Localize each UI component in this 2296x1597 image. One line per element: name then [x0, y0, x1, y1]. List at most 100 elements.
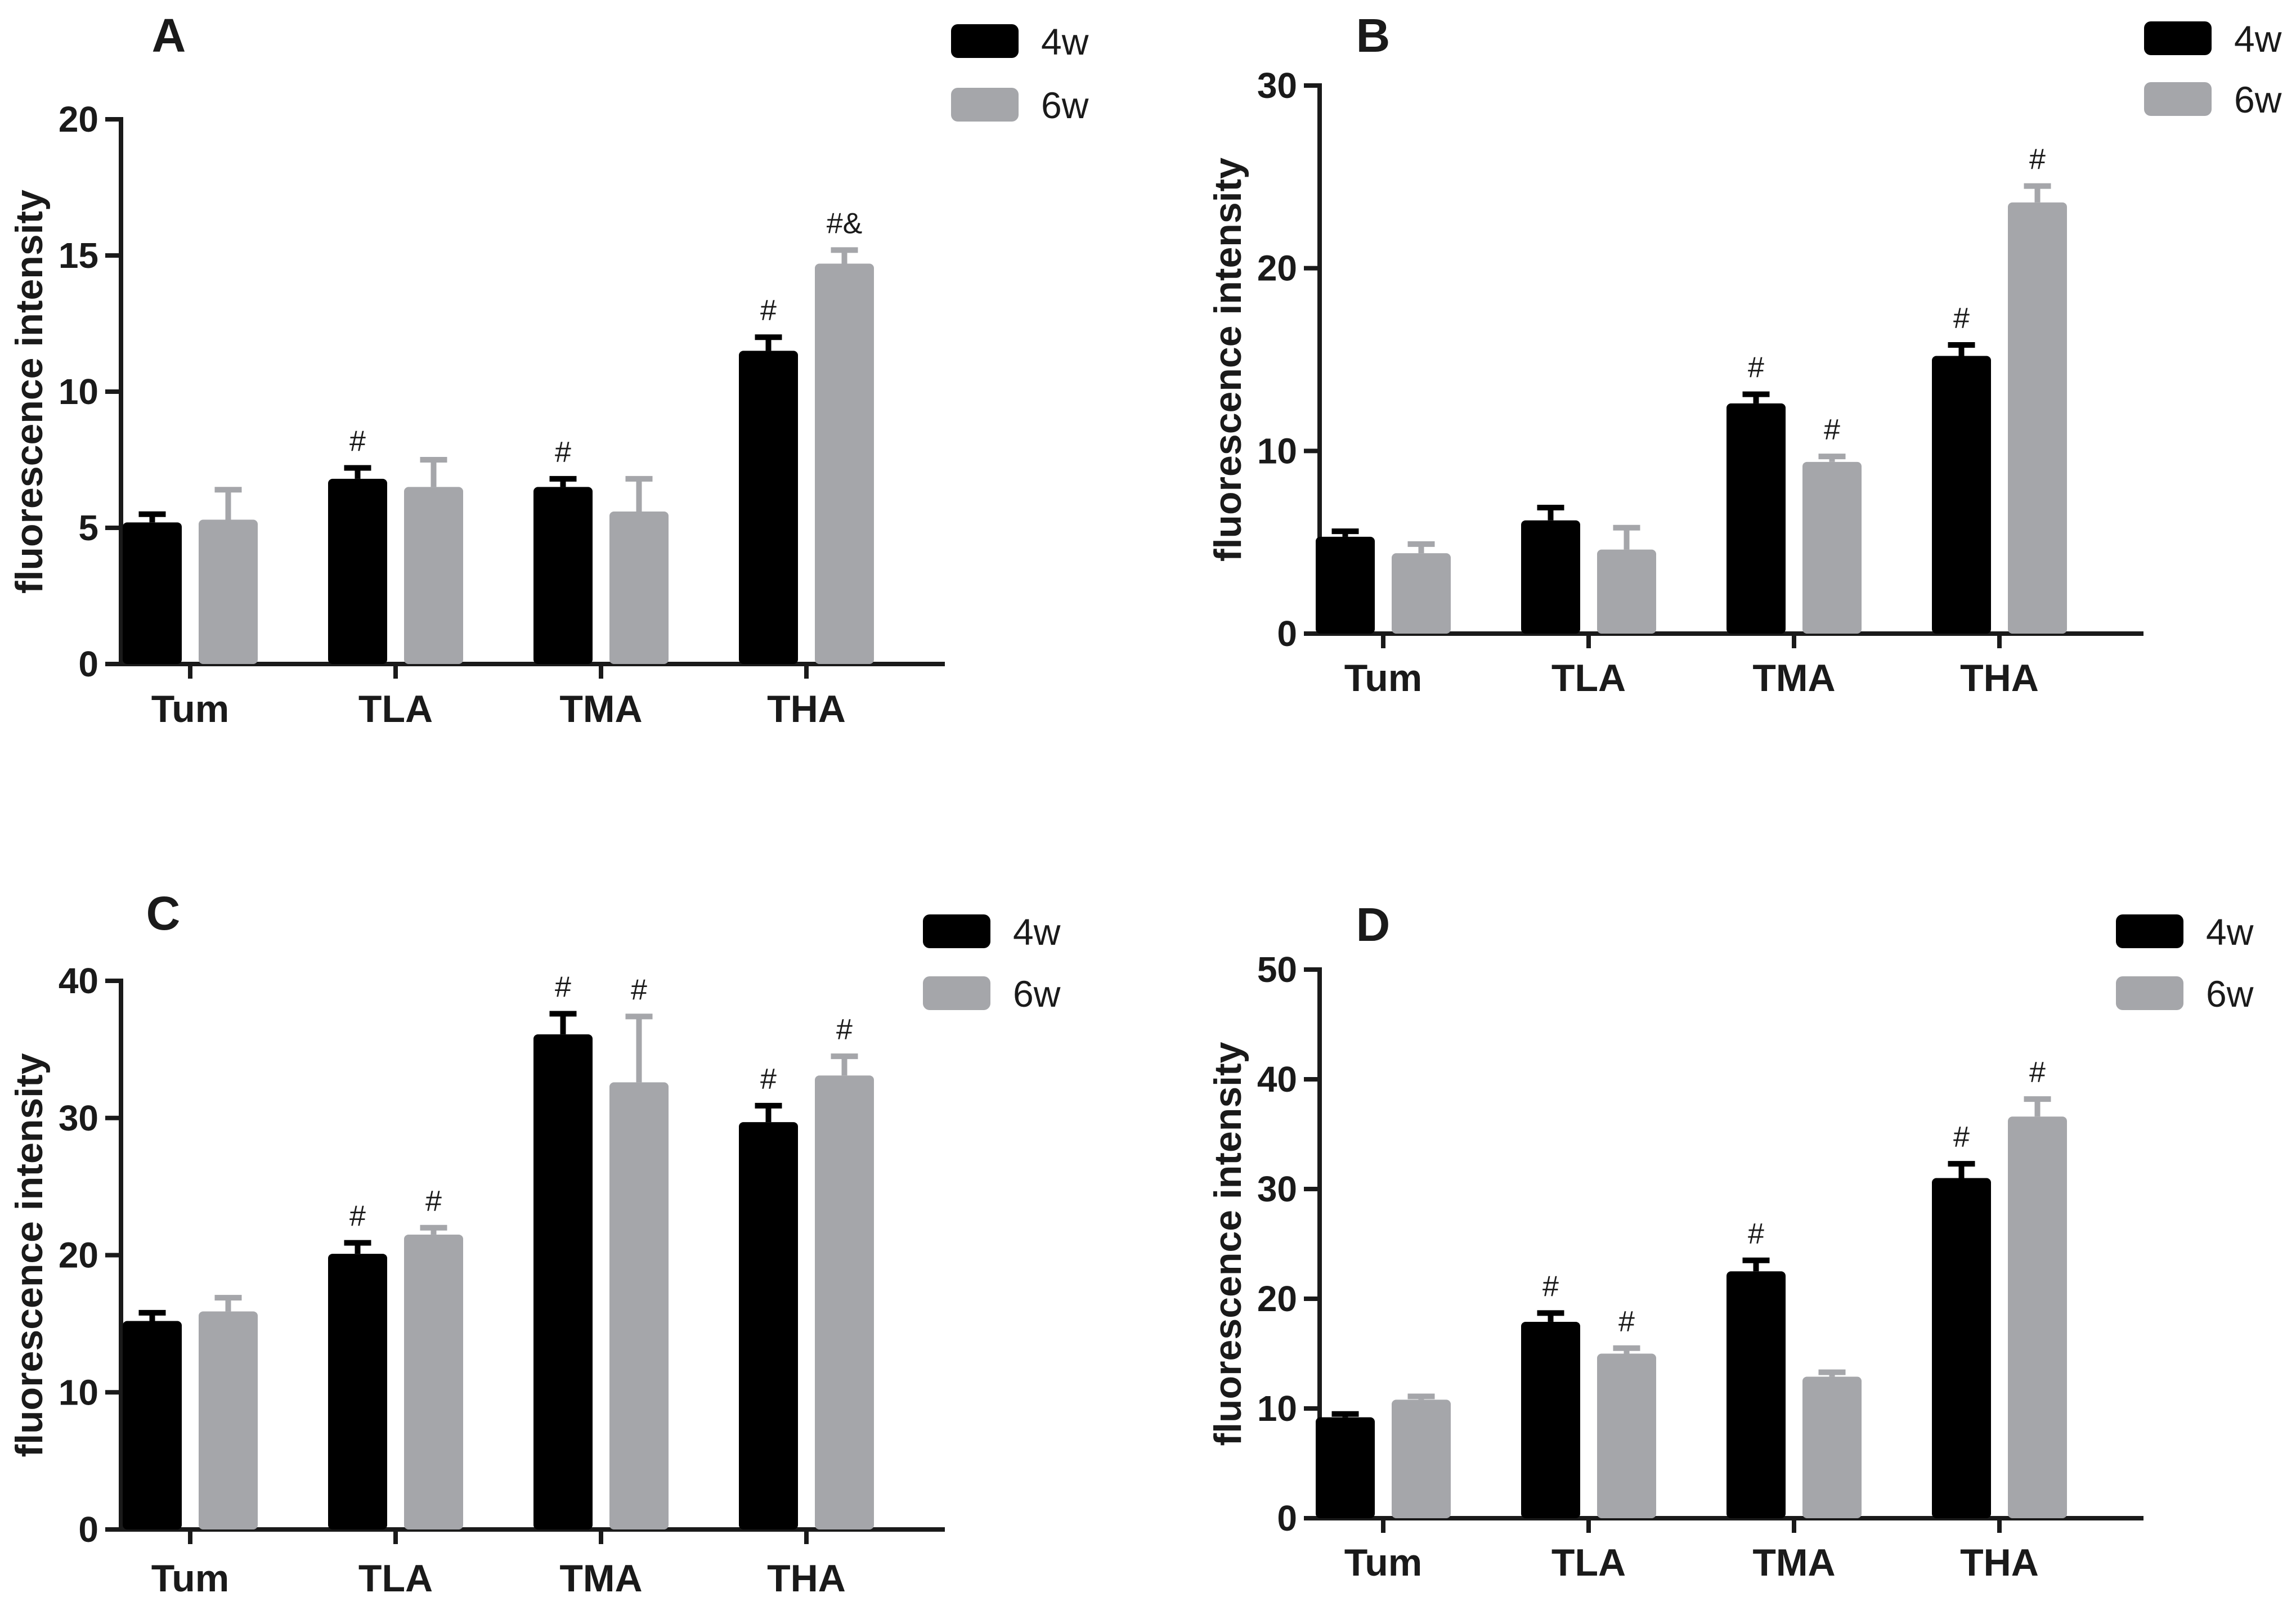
x-tick-label-d: THA: [1960, 1541, 2039, 1584]
significance-mark-a-tla-4w: #: [349, 425, 366, 458]
legend-swatch-d-6w: [2116, 976, 2183, 1010]
bar-a-tha-6w: [815, 263, 874, 664]
y-tick-label-a: 10: [59, 371, 98, 412]
bar-a-tla-6w: [404, 487, 463, 664]
bar-d-tum-4w: [1316, 1417, 1375, 1518]
x-tick-label-a: TLA: [358, 688, 433, 730]
bar-b-tha-6w: [2008, 202, 2067, 634]
panel-letter-b: B: [1356, 9, 1391, 62]
legend-swatch-b-6w: [2144, 82, 2212, 116]
significance-mark-c-tha-6w: #: [836, 1013, 853, 1046]
legend-label-b-6w: 6w: [2234, 79, 2282, 120]
significance-mark-c-tla-6w: #: [425, 1185, 442, 1218]
x-tick-label-b: TMA: [1752, 657, 1835, 699]
bar-d-tla-6w: [1597, 1353, 1656, 1518]
y-tick-label-b: 10: [1257, 430, 1297, 471]
x-tick-label-c: TLA: [358, 1557, 433, 1597]
bar-b-tha-4w: [1932, 356, 1991, 634]
y-tick-label-b: 30: [1257, 65, 1297, 106]
x-tick-label-b: Tum: [1344, 657, 1423, 699]
y-tick-label-c: 20: [59, 1235, 98, 1276]
y-axis-label-c: fluorescence intensity: [8, 1053, 51, 1457]
y-tick-label-a: 20: [59, 99, 98, 140]
significance-mark-c-tma-6w: #: [631, 974, 647, 1006]
significance-mark-d-tha-6w: #: [2029, 1056, 2046, 1089]
bar-a-tla-4w: [328, 478, 387, 664]
significance-mark-d-tma-4w: #: [1748, 1218, 1764, 1250]
legend-swatch-a-6w: [951, 88, 1019, 122]
bar-c-tma-6w: [609, 1082, 669, 1529]
bar-b-tma-4w: [1727, 403, 1786, 634]
legend-label-d-6w: 6w: [2206, 973, 2254, 1015]
y-tick-label-b: 0: [1277, 613, 1297, 654]
legend-swatch-a-4w: [951, 24, 1019, 58]
y-tick-label-d: 10: [1257, 1388, 1297, 1429]
y-tick-label-d: 20: [1257, 1279, 1297, 1319]
bar-c-tum-4w: [123, 1321, 182, 1529]
bar-a-tum-6w: [199, 519, 258, 664]
bar-a-tma-4w: [533, 487, 593, 664]
x-tick-label-c: TMA: [559, 1557, 642, 1597]
legend-label-c-6w: 6w: [1013, 973, 1061, 1015]
bar-c-tha-6w: [815, 1075, 874, 1529]
y-axis-label-a: fluorescence intensity: [8, 190, 51, 594]
bar-b-tma-6w: [1802, 461, 1862, 634]
legend-label-b-4w: 4w: [2234, 18, 2282, 60]
x-tick-label-c: Tum: [151, 1557, 230, 1597]
significance-mark-d-tla-4w: #: [1542, 1270, 1559, 1303]
y-tick-label-c: 0: [78, 1509, 98, 1550]
legend-swatch-c-6w: [923, 976, 990, 1010]
bar-c-tla-4w: [328, 1254, 387, 1529]
legend-swatch-b-4w: [2144, 21, 2212, 55]
x-tick-label-c: THA: [767, 1557, 846, 1597]
bar-a-tma-6w: [609, 511, 669, 664]
bar-b-tla-4w: [1521, 520, 1580, 634]
y-tick-label-a: 5: [78, 508, 98, 548]
x-tick-label-d: Tum: [1344, 1541, 1423, 1584]
legend-label-a-6w: 6w: [1041, 84, 1089, 126]
y-tick-label-a: 15: [59, 235, 98, 276]
bar-b-tla-6w: [1597, 549, 1656, 634]
bar-d-tum-6w: [1392, 1399, 1451, 1518]
bar-d-tha-6w: [2008, 1116, 2067, 1518]
significance-mark-c-tla-4w: #: [349, 1200, 366, 1233]
significance-mark-b-tma-4w: #: [1748, 352, 1764, 384]
panel-letter-a: A: [152, 9, 186, 62]
y-axis-label-b: fluorescence intensity: [1207, 158, 1249, 562]
y-axis-label-d: fluorescence intensity: [1207, 1042, 1249, 1446]
significance-mark-d-tla-6w: #: [1618, 1306, 1635, 1338]
bar-c-tla-6w: [404, 1234, 463, 1529]
x-tick-label-a: THA: [767, 688, 846, 730]
legend-label-c-4w: 4w: [1013, 911, 1061, 953]
significance-mark-b-tha-6w: #: [2029, 143, 2046, 176]
significance-mark-a-tma-4w: #: [555, 436, 571, 469]
significance-mark-b-tma-6w: #: [1824, 414, 1840, 446]
significance-mark-a-tha-6w: #&: [827, 207, 863, 240]
significance-mark-c-tha-4w: #: [760, 1063, 777, 1096]
bar-c-tum-6w: [199, 1311, 258, 1529]
y-tick-label-c: 40: [59, 961, 98, 1001]
y-tick-label-d: 50: [1257, 949, 1297, 990]
legend-label-a-4w: 4w: [1041, 21, 1089, 62]
legend-swatch-c-4w: [923, 914, 990, 948]
y-tick-label-c: 30: [59, 1098, 98, 1138]
significance-mark-d-tha-4w: #: [1953, 1121, 1970, 1154]
bar-d-tma-4w: [1727, 1271, 1786, 1518]
bar-d-tma-6w: [1802, 1376, 1862, 1518]
y-tick-label-c: 10: [59, 1372, 98, 1412]
x-tick-label-d: TMA: [1752, 1541, 1835, 1584]
y-tick-label-d: 40: [1257, 1059, 1297, 1100]
significance-mark-c-tma-4w: #: [555, 971, 571, 1004]
significance-mark-a-tha-4w: #: [760, 294, 777, 327]
y-tick-label-b: 20: [1257, 248, 1297, 289]
x-tick-label-a: TMA: [559, 688, 642, 730]
bar-d-tla-4w: [1521, 1321, 1580, 1518]
legend-swatch-d-4w: [2116, 914, 2183, 948]
